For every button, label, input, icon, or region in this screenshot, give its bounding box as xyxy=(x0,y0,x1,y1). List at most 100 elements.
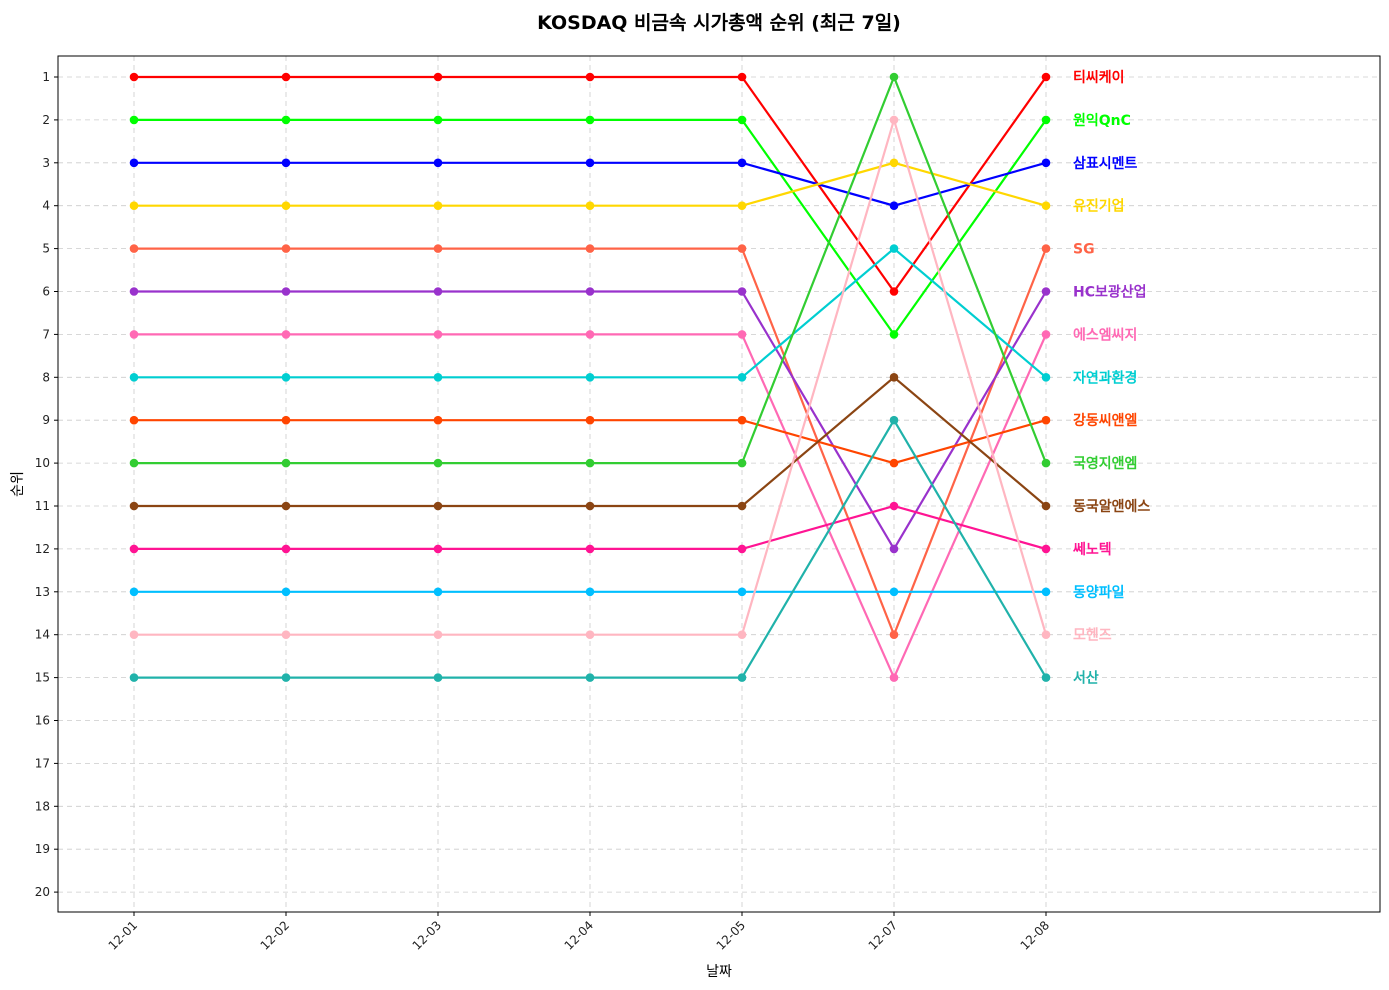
data-point xyxy=(889,673,899,682)
grid xyxy=(58,56,1380,912)
x-tick-label: 12-07 xyxy=(866,918,901,953)
data-point xyxy=(281,330,291,339)
y-tick-label: 4 xyxy=(42,199,50,213)
series-9 xyxy=(129,415,1051,468)
data-point xyxy=(281,415,291,425)
y-tick-label: 19 xyxy=(35,842,50,856)
series-end-label: 에스엠씨지 xyxy=(1073,327,1137,343)
series-end-label: 자연과환경 xyxy=(1073,369,1137,386)
data-point xyxy=(889,244,899,253)
data-point xyxy=(281,244,291,253)
data-point xyxy=(737,458,747,468)
y-tick-label: 1 xyxy=(42,70,50,84)
data-point xyxy=(585,115,595,125)
data-point xyxy=(737,415,747,425)
data-point xyxy=(433,501,443,511)
data-point xyxy=(129,458,139,468)
data-point xyxy=(129,287,139,296)
data-point xyxy=(889,373,899,382)
y-tick-label: 10 xyxy=(35,456,50,470)
y-tick-label: 20 xyxy=(35,885,50,899)
y-tick-label: 17 xyxy=(35,756,50,770)
data-point xyxy=(433,330,443,339)
series-end-label: 국영지앤엠 xyxy=(1073,455,1137,472)
data-point xyxy=(281,501,291,511)
data-point xyxy=(585,244,595,253)
y-tick-label: 16 xyxy=(35,714,50,728)
y-tick-label: 8 xyxy=(42,370,50,384)
data-point xyxy=(1041,501,1051,511)
data-point xyxy=(1041,415,1051,425)
data-point xyxy=(585,72,595,82)
series-15 xyxy=(129,415,1051,682)
data-point xyxy=(889,544,899,554)
data-point xyxy=(889,287,899,296)
data-point xyxy=(585,458,595,468)
series-end-label: HC보광산업 xyxy=(1073,284,1147,301)
x-tick-label: 12-04 xyxy=(562,918,597,953)
data-point xyxy=(433,115,443,125)
data-point xyxy=(737,330,747,339)
series-4 xyxy=(129,158,1051,210)
y-tick-label: 14 xyxy=(35,628,50,642)
data-point xyxy=(433,587,443,597)
data-point xyxy=(129,244,139,253)
series-end-label: 강동씨앤엘 xyxy=(1073,412,1138,429)
data-point xyxy=(737,673,747,682)
data-point xyxy=(889,458,899,468)
series-5 xyxy=(129,244,1051,639)
y-tick-label: 7 xyxy=(42,327,50,341)
series-end-label: SG xyxy=(1073,242,1095,258)
data-point xyxy=(737,115,747,125)
y-tick-label: 18 xyxy=(35,799,50,813)
data-point xyxy=(433,373,443,382)
data-point xyxy=(585,630,595,639)
data-point xyxy=(737,587,747,597)
data-point xyxy=(129,72,139,82)
y-tick-label: 3 xyxy=(42,156,50,170)
series-8 xyxy=(129,244,1051,382)
data-point xyxy=(585,544,595,554)
data-point xyxy=(433,415,443,425)
data-point xyxy=(433,244,443,253)
data-point xyxy=(1041,201,1051,210)
data-point xyxy=(737,544,747,554)
series-12 xyxy=(129,501,1051,554)
data-point xyxy=(1041,244,1051,253)
y-tick-label: 12 xyxy=(35,542,50,556)
data-point xyxy=(737,501,747,511)
data-point xyxy=(889,630,899,639)
data-point xyxy=(129,115,139,125)
data-point xyxy=(737,244,747,253)
data-point xyxy=(1041,287,1051,296)
data-point xyxy=(433,72,443,82)
y-tick-label: 9 xyxy=(42,413,50,427)
series-end-label: 동양파일 xyxy=(1073,585,1125,601)
x-tick-label: 12-08 xyxy=(1018,918,1053,953)
series-2 xyxy=(129,115,1051,339)
data-point xyxy=(737,201,747,210)
series-1 xyxy=(129,72,1051,296)
data-point xyxy=(281,201,291,210)
series-end-label: 쎄노텍 xyxy=(1073,541,1112,558)
data-point xyxy=(1041,373,1051,382)
plot-frame xyxy=(57,55,1381,913)
data-point xyxy=(889,415,899,425)
data-point xyxy=(281,158,291,168)
data-point xyxy=(737,158,747,168)
data-point xyxy=(281,587,291,597)
y-tick-label: 15 xyxy=(35,671,50,685)
x-tick-label: 12-01 xyxy=(106,918,141,953)
x-axis-label: 날짜 xyxy=(706,964,732,980)
series-line xyxy=(134,376,1047,508)
data-point xyxy=(585,158,595,168)
data-point xyxy=(1041,673,1051,682)
data-point xyxy=(433,630,443,639)
data-point xyxy=(585,201,595,210)
data-point xyxy=(1041,72,1051,82)
data-point xyxy=(129,544,139,554)
data-point xyxy=(281,673,291,682)
series-end-label: 유진기업 xyxy=(1073,198,1125,215)
series-3 xyxy=(129,158,1051,210)
